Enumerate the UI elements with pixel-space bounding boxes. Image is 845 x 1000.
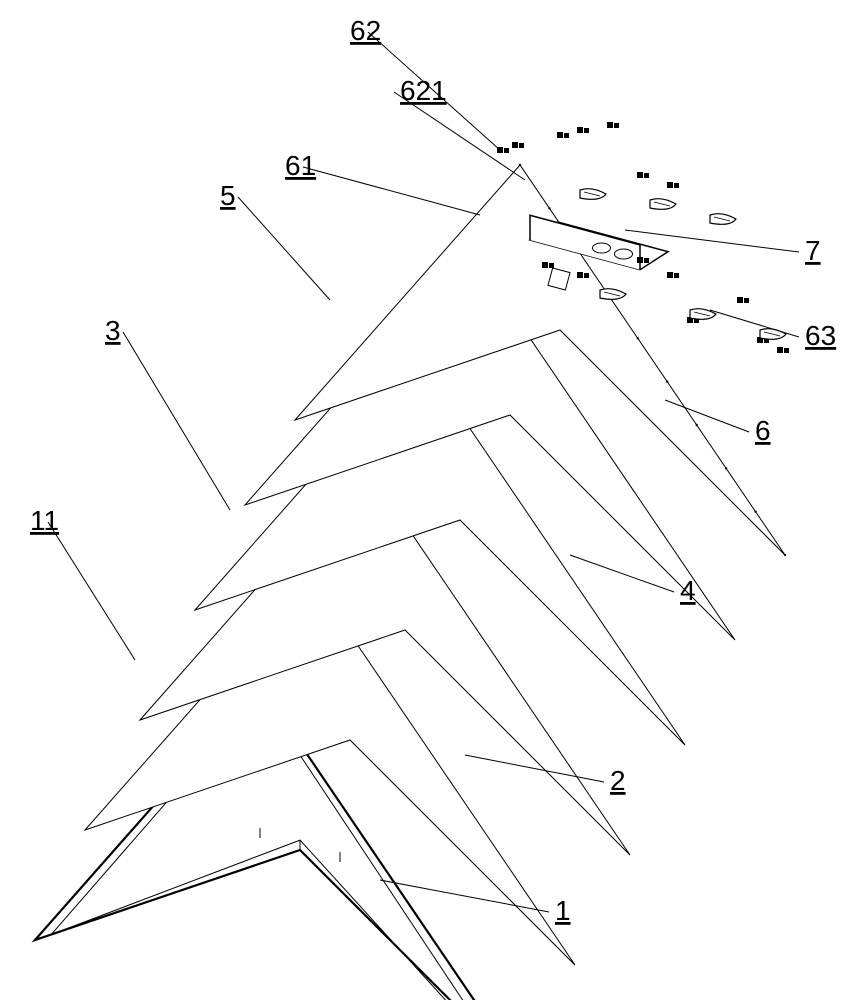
part-label: 4	[680, 575, 696, 606]
leader-line	[48, 522, 135, 660]
leader-line	[710, 310, 799, 337]
part-label: 61	[285, 150, 316, 181]
leader-line	[238, 197, 330, 300]
part-label: 621	[400, 75, 447, 106]
part-label: 2	[610, 765, 626, 796]
exploded-diagram: 111234566162621763	[0, 0, 845, 1000]
part-label: 7	[805, 235, 821, 266]
part-label: 3	[105, 315, 121, 346]
leader-line	[303, 167, 480, 215]
part-label: 6	[755, 415, 771, 446]
leader-line	[123, 332, 230, 510]
part-label: 63	[805, 320, 836, 351]
part-label: 5	[220, 180, 236, 211]
part-label: 11	[30, 505, 59, 536]
part-label: 1	[555, 895, 571, 926]
part-label: 62	[350, 15, 381, 46]
